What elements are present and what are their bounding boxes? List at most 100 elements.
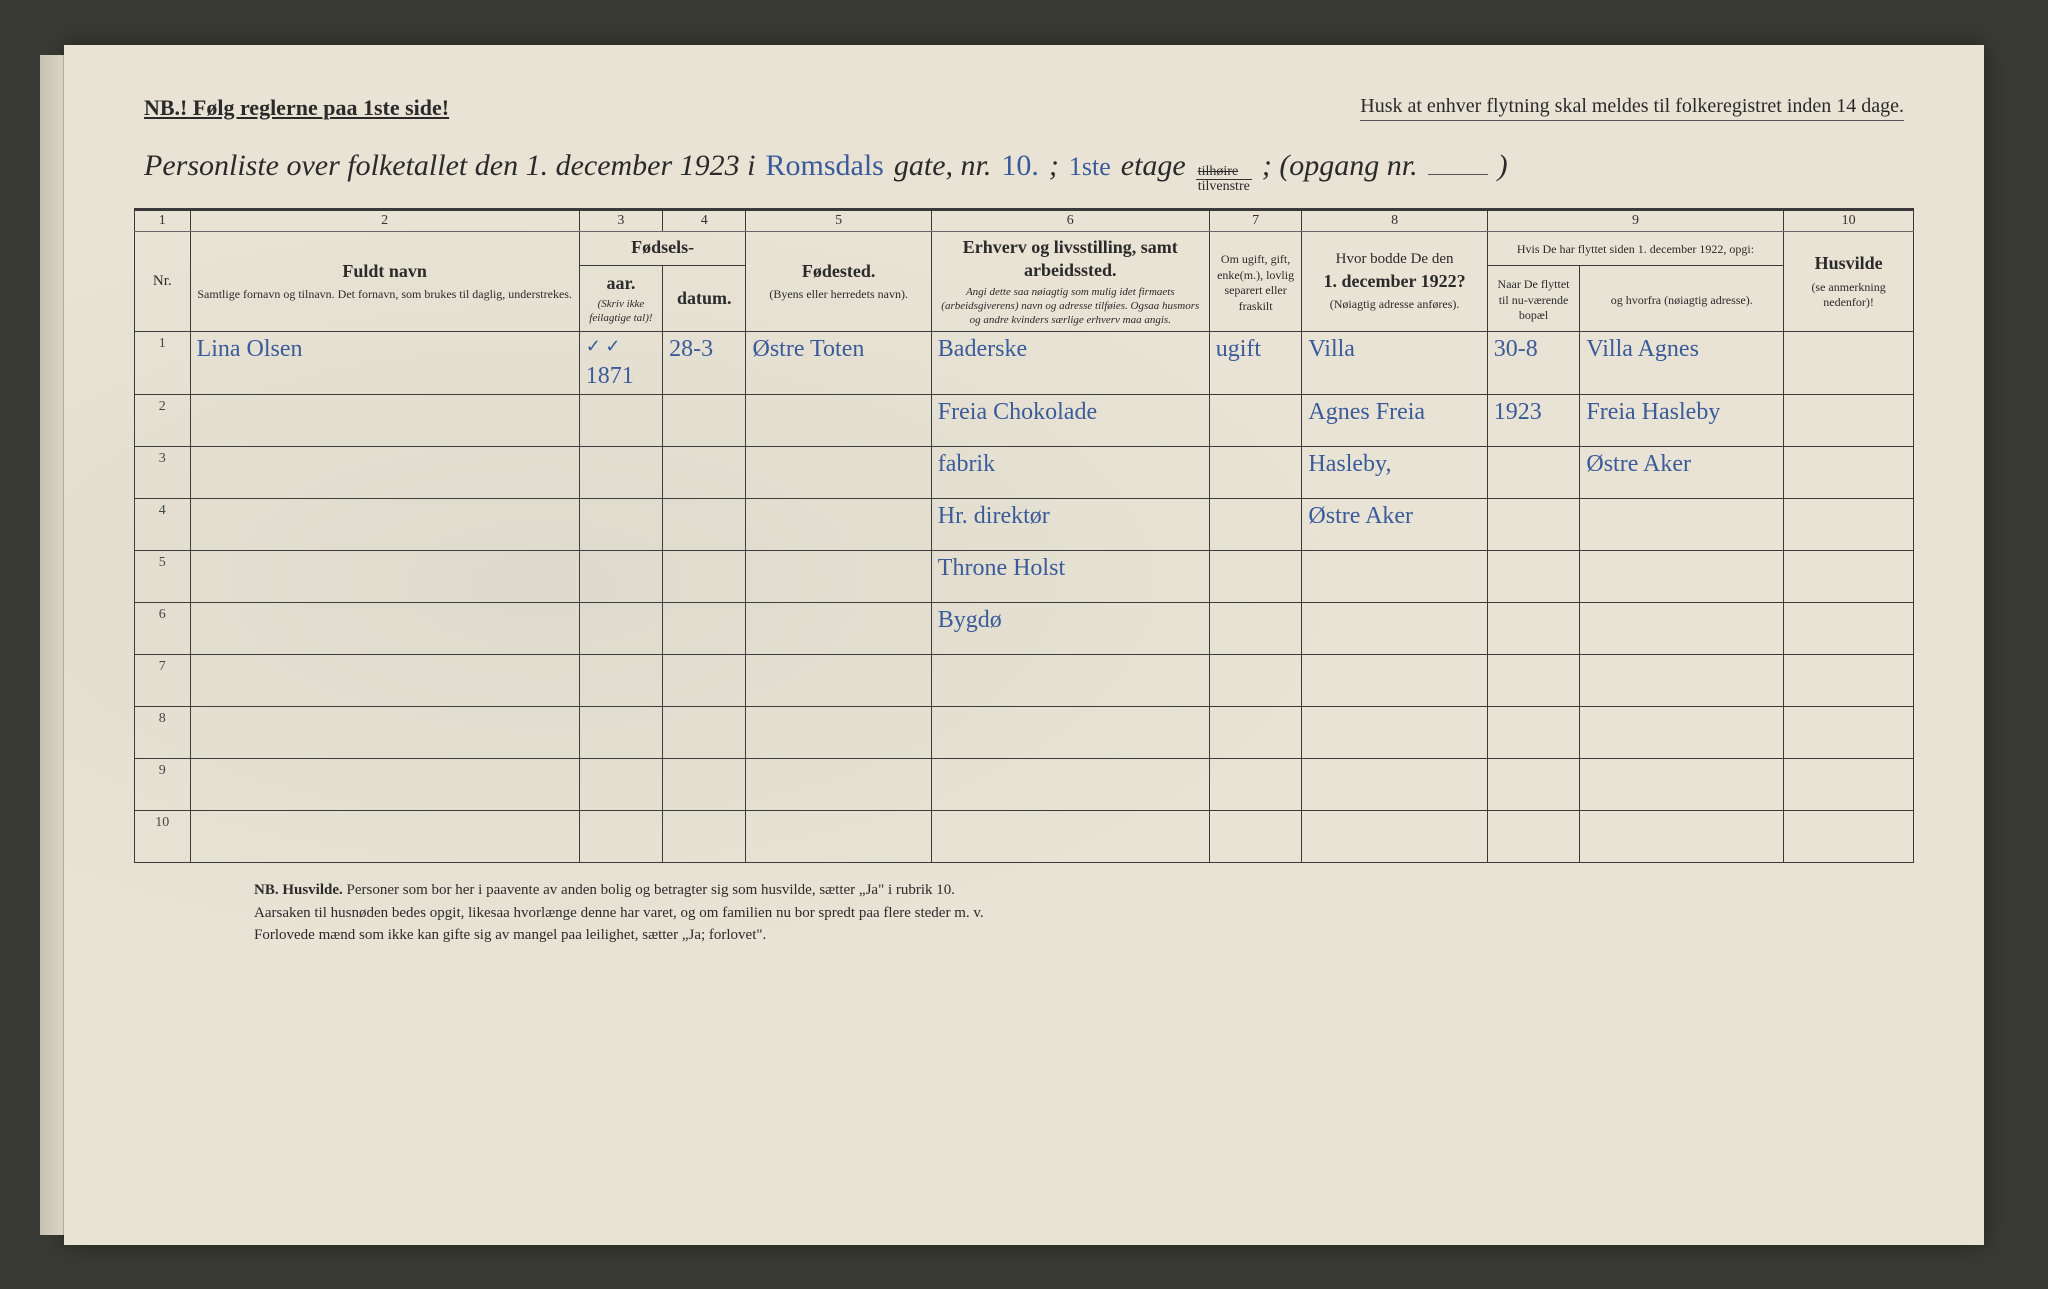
cell-occupation bbox=[931, 707, 1209, 759]
cell-marital bbox=[1209, 447, 1302, 499]
cell-name bbox=[190, 811, 579, 863]
cell-marital bbox=[1209, 655, 1302, 707]
cell-name bbox=[190, 655, 579, 707]
hdr-ugift: Om ugift, gift, enke(m.), lovlig separer… bbox=[1209, 231, 1302, 332]
cell-husvilde bbox=[1784, 603, 1914, 655]
hdr-aar-note: (Skriv ikke feilagtige tal)! bbox=[586, 297, 656, 326]
hdr-1922-b: 1. december 1922? bbox=[1323, 271, 1465, 291]
cell-year bbox=[579, 655, 662, 707]
cell-date bbox=[663, 603, 746, 655]
hdr-name: Fuldt navn Samtlige fornavn og tilnavn. … bbox=[190, 231, 579, 332]
cell-date: 28-3 bbox=[663, 332, 746, 395]
coln-6: 6 bbox=[931, 210, 1209, 231]
cell-date bbox=[663, 811, 746, 863]
tilhoire: tilhøire bbox=[1196, 165, 1252, 180]
cell-husvilde bbox=[1784, 655, 1914, 707]
handwritten-value: 30-8 bbox=[1494, 336, 1538, 362]
handwritten-value: 28-3 bbox=[669, 336, 713, 362]
cell-occupation bbox=[931, 759, 1209, 811]
cell-nr: 3 bbox=[135, 447, 191, 499]
table-row: 4Hr. direktørØstre Aker bbox=[135, 499, 1914, 551]
table-row: 9 bbox=[135, 759, 1914, 811]
cell-date bbox=[663, 707, 746, 759]
hdr-erhverv-title: Erhverv og livsstilling, samt arbeidsste… bbox=[963, 237, 1178, 281]
cell-moved-from bbox=[1580, 551, 1784, 603]
cell-occupation: Throne Holst bbox=[931, 551, 1209, 603]
hdr-datum: datum. bbox=[663, 265, 746, 332]
etage-label: etage bbox=[1121, 149, 1186, 183]
header-row-1: Nr. Fuldt navn Samtlige fornavn og tilna… bbox=[135, 231, 1914, 265]
cell-1922 bbox=[1302, 707, 1487, 759]
cell-moved-from bbox=[1580, 603, 1784, 655]
table-row: 6Bygdø bbox=[135, 603, 1914, 655]
census-table: 1 2 3 4 5 6 7 8 9 10 Nr. Fuldt navn Samt… bbox=[134, 210, 1914, 864]
cell-birthplace bbox=[746, 811, 931, 863]
cell-1922: Villa bbox=[1302, 332, 1487, 395]
footnote-lead: NB. Husvilde. bbox=[254, 882, 343, 898]
cell-husvilde bbox=[1784, 759, 1914, 811]
cell-birthplace bbox=[746, 395, 931, 447]
opgang-label: ; (opgang nr. bbox=[1262, 149, 1418, 183]
cell-year bbox=[579, 707, 662, 759]
cell-name bbox=[190, 603, 579, 655]
cell-year bbox=[579, 603, 662, 655]
hdr-1922-a: Hvor bodde De den bbox=[1336, 251, 1454, 267]
handwritten-value: Bygdø bbox=[938, 607, 1002, 633]
cell-moved-when bbox=[1487, 551, 1580, 603]
coln-7: 7 bbox=[1209, 210, 1302, 231]
cell-moved-from: Villa Agnes bbox=[1580, 332, 1784, 395]
hdr-erhverv-sub: Angi dette saa nøiagtig som mulig idet f… bbox=[938, 285, 1203, 328]
cell-1922: Østre Aker bbox=[1302, 499, 1487, 551]
coln-4: 4 bbox=[663, 210, 746, 231]
cell-moved-when bbox=[1487, 811, 1580, 863]
hdr-husvilde: Husvilde (se anmerkning nedenfor)! bbox=[1784, 231, 1914, 332]
cell-moved-when bbox=[1487, 603, 1580, 655]
nb-right: Husk at enhver flytning skal meldes til … bbox=[1360, 95, 1904, 121]
table-row: 8 bbox=[135, 707, 1914, 759]
cell-birthplace: Østre Toten bbox=[746, 332, 931, 395]
census-form-page: NB.! Følg reglerne paa 1ste side! Husk a… bbox=[64, 45, 1984, 1245]
hdr-naar: Naar De flyttet til nu-værende bopæl bbox=[1487, 265, 1580, 332]
cell-moved-when bbox=[1487, 499, 1580, 551]
hdr-ugift-text: Om ugift, gift, enke(m.), lovlig separer… bbox=[1216, 252, 1296, 314]
handwritten-value: fabrik bbox=[938, 451, 995, 477]
hdr-fodested: Fødested. (Byens eller herredets navn). bbox=[746, 231, 931, 332]
table-row: 3fabrikHasleby,Østre Aker bbox=[135, 447, 1914, 499]
cell-moved-when: 30-8 bbox=[1487, 332, 1580, 395]
cell-1922 bbox=[1302, 655, 1487, 707]
coln-5: 5 bbox=[746, 210, 931, 231]
cell-moved-from bbox=[1580, 499, 1784, 551]
viewport: NB.! Følg reglerne paa 1ste side! Husk a… bbox=[0, 0, 2048, 1289]
cell-occupation bbox=[931, 811, 1209, 863]
hdr-husvilde-title: Husvilde bbox=[1815, 253, 1883, 273]
cell-birthplace bbox=[746, 707, 931, 759]
coln-9: 9 bbox=[1487, 210, 1783, 231]
cell-occupation: Baderske bbox=[931, 332, 1209, 395]
cell-1922 bbox=[1302, 603, 1487, 655]
handwritten-value: Hr. direktør bbox=[938, 503, 1050, 529]
handwritten-value: Villa Agnes bbox=[1586, 336, 1699, 362]
coln-8: 8 bbox=[1302, 210, 1487, 231]
cell-birthplace bbox=[746, 655, 931, 707]
cell-occupation: Freia Chokolade bbox=[931, 395, 1209, 447]
cell-occupation: Bygdø bbox=[931, 603, 1209, 655]
cell-husvilde bbox=[1784, 332, 1914, 395]
hdr-erhverv: Erhverv og livsstilling, samt arbeidsste… bbox=[931, 231, 1209, 332]
footnote: NB. Husvilde. Personer som bor her i paa… bbox=[134, 863, 1914, 947]
cell-year bbox=[579, 551, 662, 603]
cell-year bbox=[579, 447, 662, 499]
closing-paren: ) bbox=[1498, 149, 1508, 183]
cell-date bbox=[663, 499, 746, 551]
cell-occupation: fabrik bbox=[931, 447, 1209, 499]
cell-year bbox=[579, 395, 662, 447]
cell-nr: 5 bbox=[135, 551, 191, 603]
cell-moved-from bbox=[1580, 811, 1784, 863]
handwritten-value: Throne Holst bbox=[938, 555, 1065, 581]
handwritten-value: Østre Aker bbox=[1586, 451, 1691, 477]
cell-date bbox=[663, 395, 746, 447]
handwritten-value: Østre Toten bbox=[752, 336, 864, 362]
gate-number-handwritten: 10. bbox=[1001, 149, 1039, 183]
cell-name bbox=[190, 447, 579, 499]
cell-occupation: Hr. direktør bbox=[931, 499, 1209, 551]
hdr-name-title: Fuldt navn bbox=[342, 261, 427, 281]
